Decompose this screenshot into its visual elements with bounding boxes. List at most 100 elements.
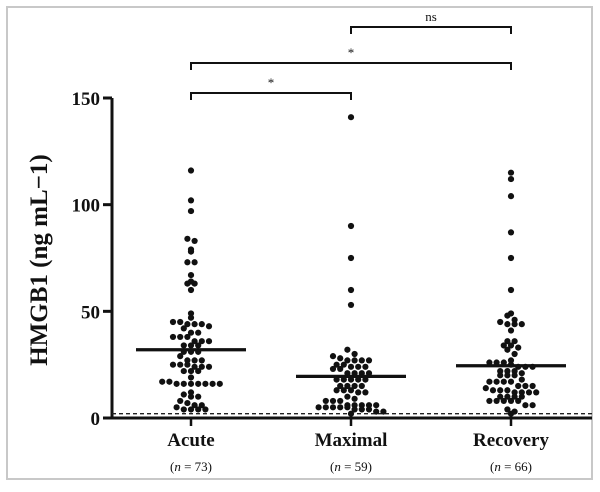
data-point-acute	[177, 361, 184, 368]
data-point-recovery	[511, 316, 518, 323]
data-point-acute	[191, 237, 198, 245]
data-point-recovery	[507, 175, 515, 183]
data-point-acute	[177, 353, 184, 360]
data-point-recovery	[500, 359, 507, 366]
data-point-acute	[202, 406, 209, 413]
data-point-maximal	[347, 301, 355, 309]
data-point-maximal	[337, 397, 344, 405]
data-point-acute	[195, 393, 202, 400]
data-point-acute	[191, 402, 198, 409]
sig-bracket-acute-maximal: *	[190, 75, 352, 100]
data-point-maximal	[351, 350, 358, 358]
data-point-acute	[191, 321, 198, 328]
data-point-maximal	[337, 355, 344, 362]
data-point-maximal	[333, 376, 340, 383]
data-point-maximal	[347, 114, 355, 121]
data-point-recovery	[500, 378, 507, 385]
data-point-maximal	[329, 404, 337, 411]
data-point-acute	[187, 342, 195, 349]
data-point-acute	[166, 378, 173, 385]
n-label-maximal: (n = 59)	[330, 459, 372, 474]
data-point-acute	[205, 363, 213, 370]
data-point-acute	[198, 363, 205, 370]
data-point-acute	[184, 333, 191, 341]
data-point-acute	[180, 342, 187, 349]
data-point-acute	[187, 380, 195, 387]
data-point-maximal	[351, 357, 358, 364]
data-point-maximal	[344, 404, 351, 411]
n-label-recovery: (n = 66)	[490, 459, 532, 474]
data-point-acute	[191, 357, 198, 364]
data-point-acute	[205, 323, 213, 330]
y-axis-title: HMGB1 (ng mL−1)	[26, 154, 53, 365]
data-point-acute	[187, 207, 195, 215]
data-point-acute	[191, 280, 198, 287]
sig-bracket-maximal-recovery: ns	[350, 9, 512, 34]
sig-label: *	[268, 75, 275, 90]
data-point-acute	[198, 338, 205, 345]
data-point-recovery	[504, 338, 511, 345]
data-point-acute	[184, 357, 191, 364]
data-point-acute	[169, 361, 177, 368]
data-point-maximal	[344, 382, 351, 390]
data-point-maximal	[351, 370, 358, 377]
data-point-maximal	[351, 395, 358, 402]
data-point-maximal	[344, 370, 351, 377]
data-point-recovery	[493, 359, 500, 366]
data-point-acute	[187, 389, 195, 396]
data-point-maximal	[351, 402, 358, 409]
data-point-recovery	[533, 389, 540, 396]
data-point-acute	[195, 329, 202, 336]
data-point-maximal	[340, 376, 347, 383]
data-point-acute	[173, 404, 180, 411]
n-label-acute: (n = 73)	[170, 459, 212, 474]
data-point-acute	[180, 367, 187, 375]
data-point-recovery	[504, 387, 511, 394]
data-point-acute	[187, 393, 195, 400]
significance-brackets: ns * *	[190, 9, 512, 100]
data-point-acute	[187, 406, 195, 413]
data-point-recovery	[518, 321, 525, 328]
data-point-recovery	[497, 367, 504, 375]
data-point-maximal	[344, 393, 351, 400]
data-point-acute	[187, 286, 195, 294]
data-point-maximal	[373, 402, 380, 409]
x-label-acute: Acute	[167, 430, 214, 451]
axes	[110, 98, 592, 426]
data-point-maximal	[358, 402, 365, 409]
data-point-recovery	[507, 327, 515, 334]
median-lines	[136, 348, 566, 378]
data-point-acute	[216, 380, 223, 387]
data-point-acute	[184, 321, 191, 328]
data-point-maximal	[365, 406, 373, 413]
data-point-recovery	[507, 254, 515, 262]
data-point-acute	[169, 333, 177, 341]
data-point-maximal	[322, 397, 329, 405]
x-label-maximal: Maximal	[315, 430, 388, 451]
data-point-maximal	[337, 382, 344, 390]
data-point-acute	[205, 338, 213, 345]
data-point-recovery	[518, 393, 525, 400]
data-point-acute	[184, 280, 191, 287]
data-point-recovery	[522, 382, 529, 390]
data-points	[159, 114, 540, 417]
data-point-recovery	[504, 393, 511, 400]
data-point-recovery	[497, 372, 504, 379]
data-point-maximal	[358, 406, 365, 413]
data-point-recovery	[522, 402, 529, 409]
data-point-acute	[180, 391, 187, 398]
data-point-acute	[195, 406, 202, 413]
data-point-recovery	[507, 378, 515, 385]
data-point-maximal	[322, 404, 329, 411]
data-point-maximal	[347, 410, 355, 417]
data-point-recovery	[486, 378, 493, 385]
data-point-recovery	[515, 344, 522, 351]
data-point-maximal	[358, 370, 365, 377]
y-tick-label: 100	[72, 196, 101, 217]
data-point-recovery	[486, 397, 493, 405]
data-point-acute	[184, 361, 191, 368]
data-point-recovery	[504, 346, 511, 353]
data-point-recovery	[504, 372, 511, 379]
data-point-recovery	[500, 397, 507, 405]
data-point-acute	[184, 235, 191, 242]
